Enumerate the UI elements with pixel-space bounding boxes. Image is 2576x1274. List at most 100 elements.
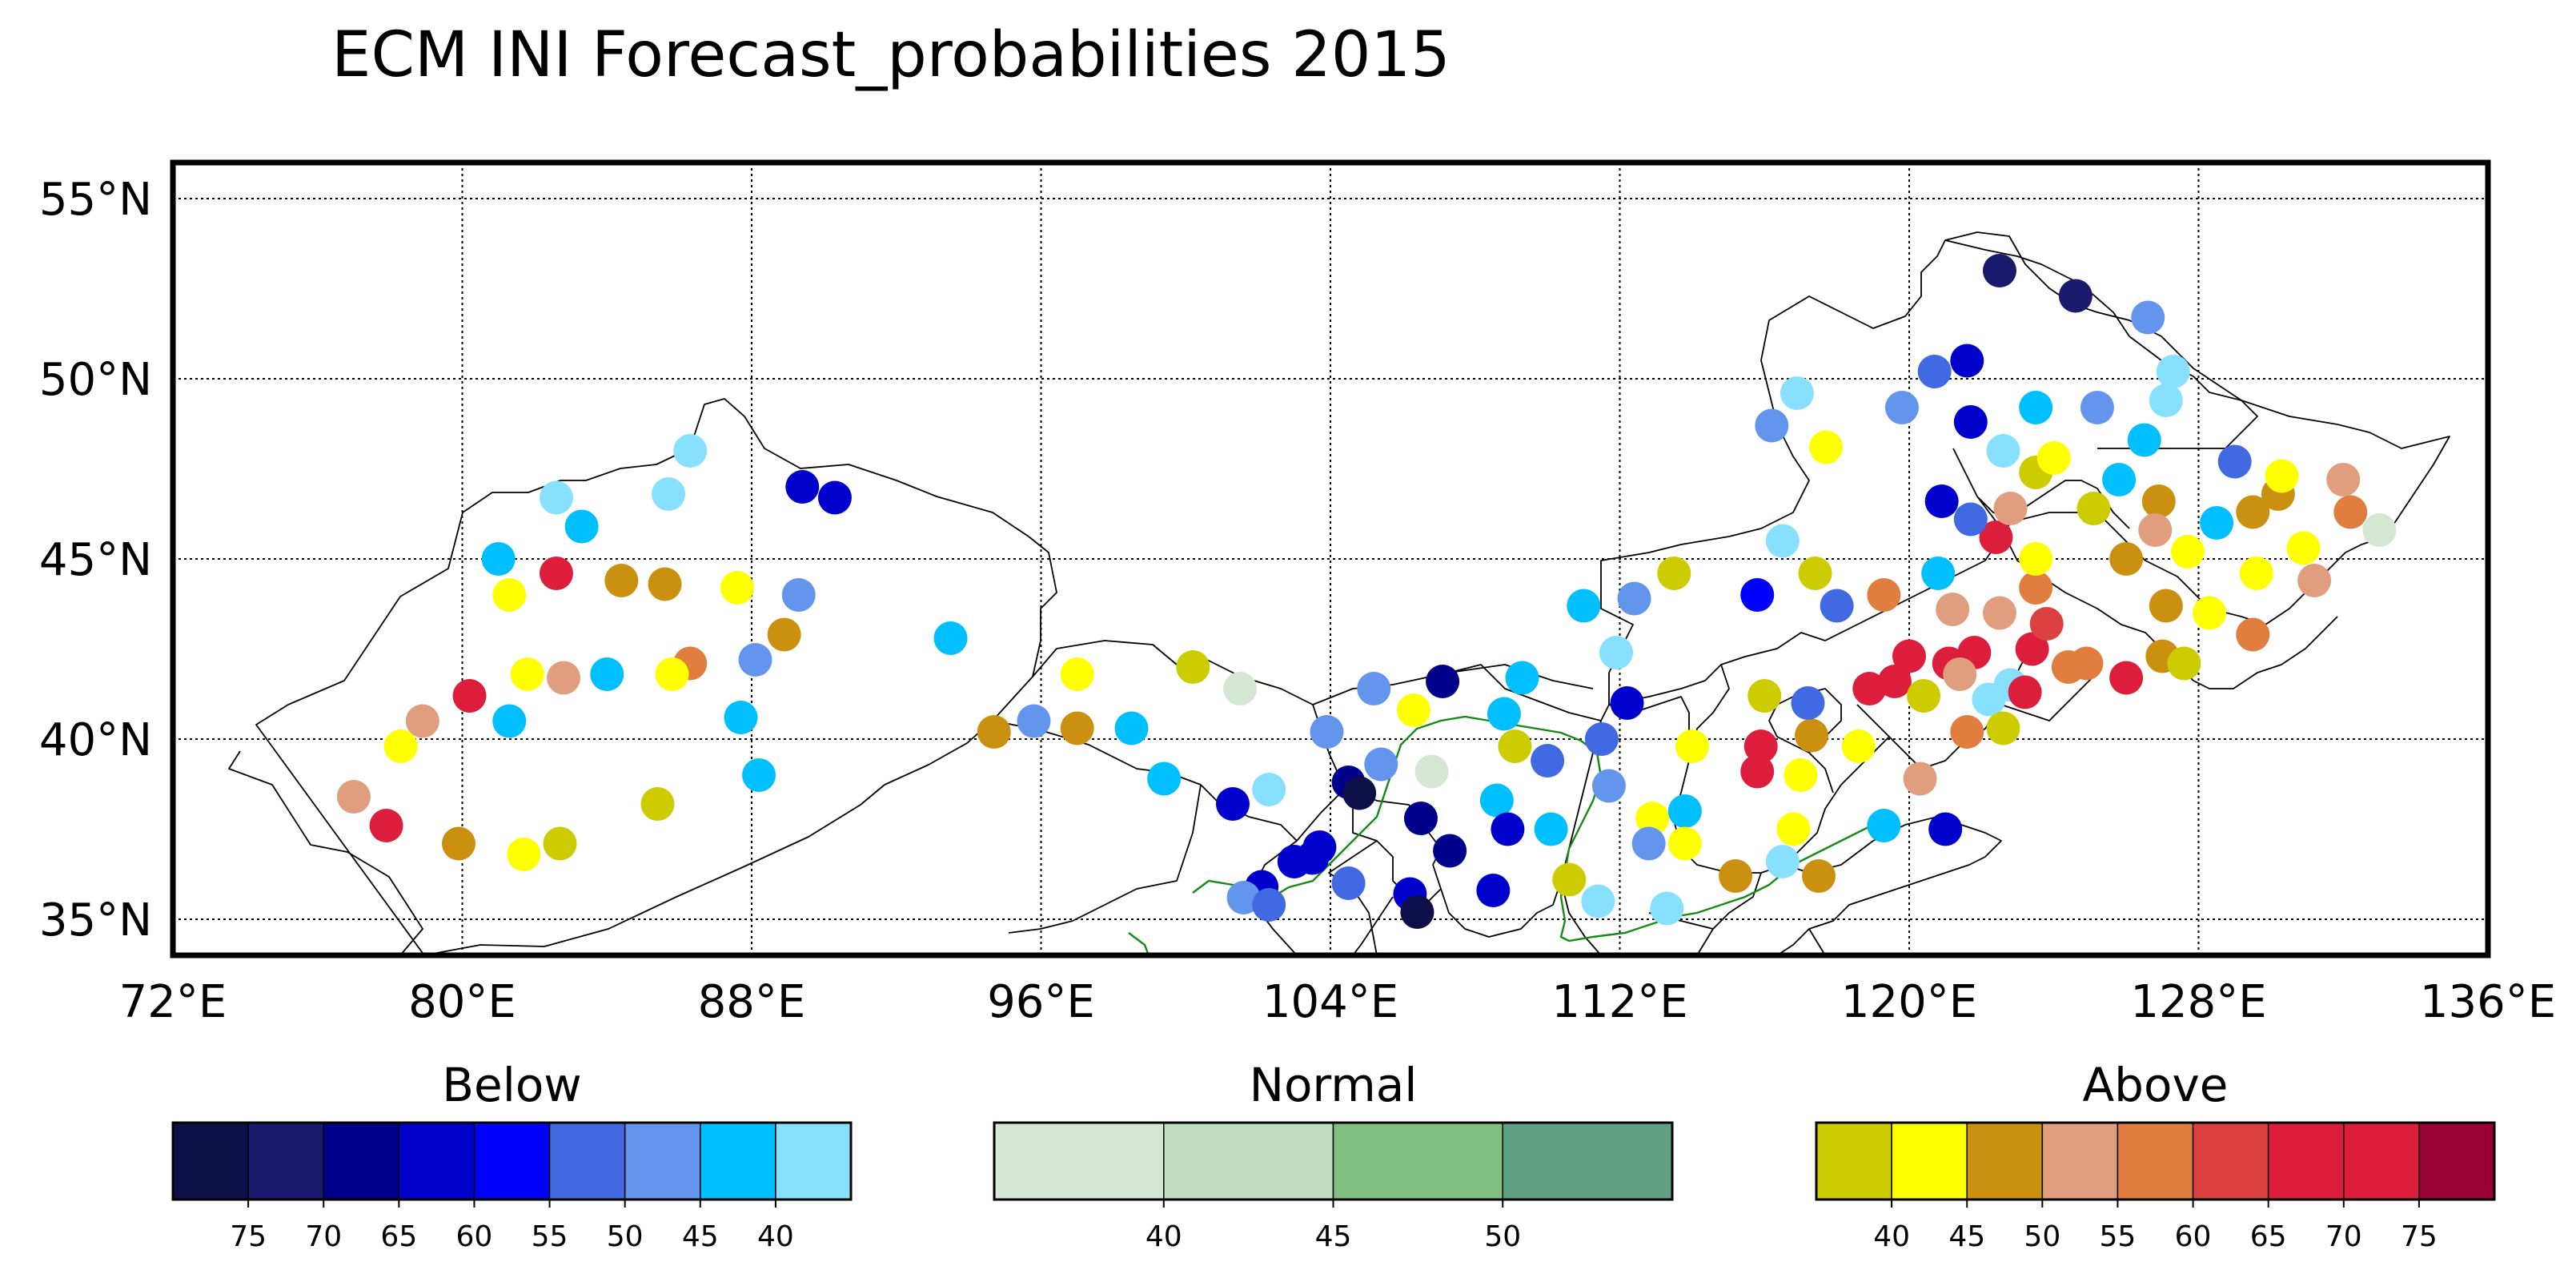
lon-tick-label: 112°E	[1551, 976, 1687, 1028]
station-marker-above	[2236, 617, 2270, 652]
station-marker-normal	[1223, 672, 1258, 705]
station-marker-above	[1060, 711, 1094, 746]
colorbar-swatch	[2343, 1122, 2420, 1200]
station-marker-above	[1852, 672, 1887, 705]
station-marker-below	[2131, 300, 2165, 335]
station-marker-below	[1986, 434, 2020, 468]
station-marker-below	[1591, 769, 1626, 803]
station-marker-above	[543, 826, 577, 861]
station-marker-below	[1364, 747, 1398, 782]
colorbar-tick-label: 55	[2100, 1220, 2137, 1253]
station-marker-above	[648, 567, 682, 601]
station-marker-below	[1252, 888, 1286, 922]
station-marker-below	[1215, 787, 1250, 821]
colorbar-swatch	[700, 1122, 776, 1200]
colorbar-swatch	[548, 1122, 626, 1200]
station-marker-below	[1017, 704, 1051, 738]
latitude-tick-labels: 55°N 50°N 45°N 40°N 35°N	[39, 174, 152, 946]
station-marker-above	[2167, 646, 2201, 681]
station-marker-below	[1820, 589, 1854, 623]
station-marker-above	[405, 704, 439, 738]
station-marker-below	[2019, 391, 2053, 424]
station-marker-below	[1342, 776, 1377, 810]
station-marker-above	[539, 557, 573, 590]
station-marker-above	[1993, 492, 2028, 525]
colorbar-swatch	[993, 1122, 1165, 1200]
xinjiang-boundary	[228, 398, 1057, 955]
station-marker-above	[2019, 542, 2053, 576]
colorbar-swatch	[2117, 1122, 2194, 1200]
station-marker-below	[1531, 744, 1565, 778]
station-marker-above	[1986, 711, 2020, 746]
station-marker-above	[2036, 441, 2071, 475]
station-marker-below	[1403, 802, 1438, 835]
figure-title: ECM INI Forecast_probabilities 2015	[331, 19, 1451, 91]
station-marker-below	[1357, 672, 1391, 705]
station-marker-above	[2141, 484, 2176, 518]
station-marker-below	[2102, 463, 2137, 496]
colorbar-title: Above	[2083, 1058, 2229, 1112]
colorbar-tick-label: 45	[1315, 1220, 1352, 1253]
station-marker-below	[1667, 794, 1702, 828]
plot-area	[170, 159, 2491, 959]
station-marker-below	[1884, 391, 1919, 424]
station-marker-below	[1491, 812, 1525, 846]
colorbar-tick-label: 40	[1873, 1220, 1910, 1253]
station-marker-below	[564, 509, 599, 544]
station-marker-above	[1982, 596, 2016, 630]
station-marker-above	[2297, 564, 2332, 597]
station-marker-above	[2069, 646, 2104, 681]
station-marker-above	[1907, 679, 1941, 713]
station-marker-below	[1765, 845, 1800, 878]
station-marker-below	[1740, 578, 1775, 612]
colorbar-swatch	[1502, 1122, 1673, 1200]
lat-tick-label: 40°N	[39, 714, 152, 766]
lat-tick-label: 50°N	[39, 354, 152, 406]
station-marker-above	[1943, 657, 1977, 691]
station-marker-above	[2029, 607, 2064, 641]
station-marker-below	[1331, 866, 1366, 900]
station-marker-above	[604, 564, 639, 597]
station-marker-above	[452, 679, 487, 713]
colorbar-tick-label: 45	[1948, 1220, 1985, 1253]
colorbar-above: Above 40 45 50 55 60 65 70 75	[1815, 1058, 2496, 1253]
station-marker-above	[1877, 665, 1912, 698]
station-marker-below	[492, 704, 527, 738]
station-marker-below	[1400, 895, 1434, 929]
plot-frame	[170, 159, 2491, 959]
station-marker-above	[2008, 675, 2042, 709]
station-marker-below	[1917, 355, 1952, 388]
colorbar-swatch	[1332, 1122, 1503, 1200]
station-marker-below	[1226, 881, 1261, 914]
lon-tick-label: 128°E	[2130, 976, 2266, 1028]
station-marker-below	[817, 480, 852, 515]
station-marker-below	[590, 657, 624, 691]
station-marker-below	[1584, 722, 1619, 756]
station-marker-below	[1433, 834, 1467, 868]
station-marker-below	[785, 470, 820, 504]
lat-tick-label: 35°N	[39, 894, 152, 946]
station-marker-above	[441, 826, 475, 861]
colorbar-swatch	[624, 1122, 701, 1200]
lon-tick-label: 136°E	[2420, 976, 2556, 1028]
station-marker-below	[652, 477, 686, 511]
colorbar-swatch	[775, 1122, 852, 1200]
gansu-boundary	[992, 640, 1594, 955]
station-marker-below	[1755, 408, 1789, 443]
colorbar-swatch	[2041, 1122, 2119, 1200]
colorbar-legends: Below 75 70 65 60 55 50 45 40 Normal 40 45 50 Above 40…	[171, 1058, 2496, 1253]
station-marker-above	[1798, 557, 1832, 590]
station-marker-above	[2265, 459, 2299, 493]
station-marker-above	[2138, 513, 2173, 547]
station-marker-below	[2058, 279, 2092, 313]
station-marker-above	[1802, 859, 1836, 893]
colorbar-swatch	[1966, 1122, 2044, 1200]
station-marker-above	[383, 729, 418, 763]
station-marker-below	[1487, 697, 1521, 731]
lon-tick-label: 96°E	[987, 976, 1095, 1028]
colorbar-tick-label: 45	[682, 1220, 719, 1253]
station-marker-above	[2333, 495, 2368, 529]
lon-tick-label: 88°E	[698, 976, 806, 1028]
station-marker-below	[781, 578, 816, 612]
